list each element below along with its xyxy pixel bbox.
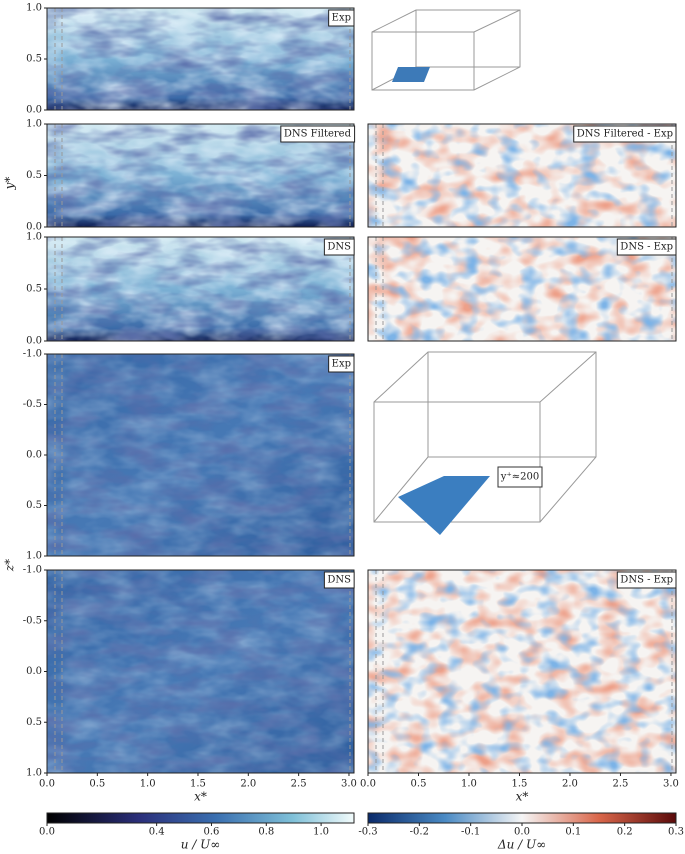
y-tick-label: -1.0 bbox=[23, 565, 42, 576]
panel-label-box bbox=[328, 9, 355, 27]
y-axis-label: y* bbox=[3, 177, 17, 191]
panel-label-box bbox=[573, 125, 677, 143]
y-tick-label: -0.5 bbox=[23, 399, 42, 410]
colorbar-tick-label: 0.8 bbox=[258, 827, 274, 838]
x-tick-label: 3.0 bbox=[341, 779, 357, 790]
y-tick-label: 0.0 bbox=[26, 336, 42, 347]
panel-label: DNS bbox=[327, 242, 351, 253]
panel-label: Exp bbox=[332, 359, 351, 370]
y-tick-label: 0.0 bbox=[26, 666, 42, 677]
x-tick-label: 1.5 bbox=[512, 779, 528, 790]
x-tick-label: 1.0 bbox=[461, 779, 477, 790]
y-tick-label: 0.5 bbox=[26, 500, 42, 511]
panel-label-box bbox=[616, 238, 677, 256]
panel: DNS 0.0 0.5 1.0 bbox=[26, 232, 355, 347]
y-tick-label: 1.0 bbox=[26, 768, 42, 779]
frame bbox=[367, 236, 677, 342]
x-tick-label: 2.0 bbox=[240, 779, 256, 790]
x-tick-label: 0.0 bbox=[39, 779, 55, 790]
colorbar-tick-label: 0.0 bbox=[514, 827, 530, 838]
colorbar-label: Δu / U∞ bbox=[497, 838, 546, 852]
panel: DNS - Exp bbox=[367, 236, 677, 342]
panel-label: DNS - Exp bbox=[620, 242, 673, 253]
y-tick-label: 1.0 bbox=[26, 3, 42, 14]
colorbar-tick-label: 0.6 bbox=[204, 827, 220, 838]
colorbar bbox=[46, 812, 355, 824]
field-noise bbox=[47, 570, 354, 773]
panel-label: DNS Filtered - Exp bbox=[577, 129, 673, 140]
frame bbox=[367, 123, 677, 228]
y-tick-label: 0.5 bbox=[26, 717, 42, 728]
colorbar-tick-label: 0.1 bbox=[565, 827, 581, 838]
frame bbox=[367, 569, 677, 774]
y-tick-label: 0.5 bbox=[26, 284, 42, 295]
annotation: y⁺≈200 bbox=[500, 472, 539, 483]
y-tick-label: -0.5 bbox=[23, 615, 42, 626]
y-tick-label: 0.5 bbox=[26, 170, 42, 181]
panel-label: Exp bbox=[332, 13, 351, 24]
panel-label: DNS bbox=[327, 575, 351, 586]
colorbar bbox=[367, 812, 677, 824]
x-tick-label: 2.5 bbox=[291, 779, 307, 790]
x-tick-label: 2.0 bbox=[562, 779, 578, 790]
panel-label: DNS Filtered bbox=[284, 129, 352, 140]
colorbar-tick-label: 0.4 bbox=[149, 827, 165, 838]
annotation-box bbox=[497, 466, 543, 488]
y-tick-label: 1.0 bbox=[26, 232, 42, 243]
x-tick-label: 1.0 bbox=[140, 779, 156, 790]
x-tick-label: 0.0 bbox=[360, 779, 376, 790]
panel: Exp 0.0 0.5 1.0 bbox=[26, 3, 355, 116]
panel-label-box bbox=[280, 125, 356, 143]
x-tick-label: 3.0 bbox=[663, 779, 679, 790]
y-tick-label: -1.0 bbox=[23, 349, 42, 360]
x-tick-label: 0.5 bbox=[89, 779, 105, 790]
field-noise bbox=[47, 354, 354, 556]
field-noise bbox=[47, 8, 354, 110]
z-axis-label: z* bbox=[3, 559, 17, 572]
colorbar-tick-label: -0.3 bbox=[358, 827, 377, 838]
colorbar-tick-label: -0.2 bbox=[410, 827, 429, 838]
panel: Exp -1.0 -0.5 0.0 0.5 1.0 bbox=[23, 349, 355, 562]
panel-label-box bbox=[323, 571, 355, 589]
colorbar-tick-label: 0.3 bbox=[668, 827, 684, 838]
colorbar-label: u / U∞ bbox=[181, 838, 221, 852]
colorbar-tick-label: 1.0 bbox=[313, 827, 329, 838]
x-tick-label: 1.5 bbox=[190, 779, 206, 790]
panel: DNS - Exp 0.0 0.5 1.0 1.5 2.0 2.5 3.0 x* bbox=[360, 569, 679, 804]
panel-label-box bbox=[323, 238, 355, 256]
panel-label-box bbox=[616, 571, 677, 589]
panel: DNS-1.0-0.50.00.51.00.0 0.5 1.0 1.5 2.0 2.5 3.… bbox=[23, 565, 357, 804]
x-tick-label: 2.5 bbox=[613, 779, 629, 790]
panel-label-box bbox=[328, 355, 355, 373]
box-3d bbox=[371, 9, 597, 535]
colorbar-tick-label: -0.1 bbox=[461, 827, 480, 838]
y-tick-label: 0.0 bbox=[26, 222, 42, 233]
x-tick-label: 0.5 bbox=[411, 779, 427, 790]
panel-label: DNS - Exp bbox=[620, 575, 673, 586]
colorbar-tick-label: 0.2 bbox=[617, 827, 633, 838]
y-tick-label: 1.0 bbox=[26, 119, 42, 130]
y-tick-label: 1.0 bbox=[26, 551, 42, 562]
field-noise bbox=[47, 237, 354, 341]
y-tick-label: 0.0 bbox=[26, 450, 42, 461]
y-tick-label: 0.5 bbox=[26, 54, 42, 65]
y-tick-label: 0.0 bbox=[26, 105, 42, 116]
panel: DNS Filtered 0.0 0.5 1.0 bbox=[26, 119, 356, 233]
x-axis-label: x* bbox=[194, 790, 207, 804]
panel: DNS Filtered - Exp bbox=[367, 123, 677, 228]
colorbar-tick-label: 0.0 bbox=[39, 827, 55, 838]
x-axis-label: x* bbox=[516, 790, 529, 804]
field-noise bbox=[368, 570, 676, 773]
